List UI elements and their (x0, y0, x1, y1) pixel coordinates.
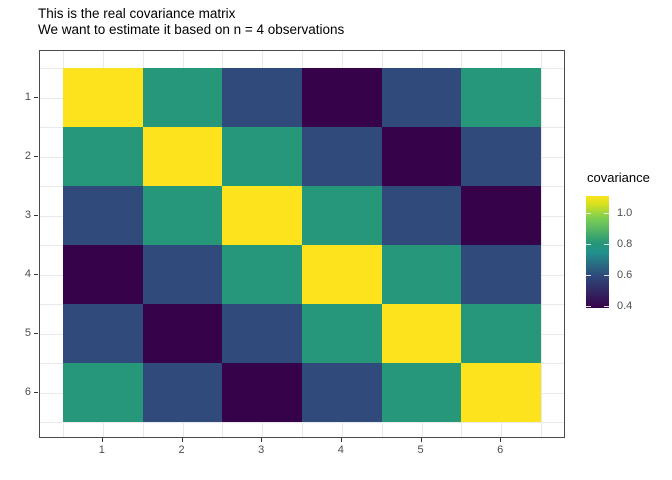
legend-tick-mark (586, 275, 591, 277)
x-axis-tick-mark (261, 438, 263, 442)
y-axis-tick-mark (34, 332, 38, 334)
y-axis-tick-label: 6 (24, 385, 31, 398)
plot-subtitle: We want to estimate it based on n = 4 ob… (38, 22, 345, 37)
heatmap-tile (222, 363, 302, 422)
y-axis-tick-label: 4 (24, 267, 31, 280)
heatmap-tile (461, 127, 541, 186)
legend-tick-label: 0.6 (617, 269, 633, 282)
legend-tick-mark (604, 244, 609, 246)
legend-colorbar (586, 196, 609, 308)
heatmap-tile (461, 68, 541, 127)
y-axis-tick-label: 2 (24, 149, 31, 162)
y-axis-tick-label: 3 (24, 208, 31, 221)
heatmap-tile (222, 304, 302, 363)
x-axis-tick-label: 3 (258, 444, 265, 456)
legend: covariance 1.0 0.8 0.6 0.4 (586, 170, 672, 320)
heatmap-tile (63, 363, 143, 422)
heatmap-tile (222, 127, 302, 186)
x-axis-tick-mark (420, 438, 422, 442)
gridline-horizontal (40, 422, 564, 423)
legend-tick-mark (604, 275, 609, 277)
heatmap-tile (301, 304, 382, 363)
x-axis-tick-mark (340, 438, 342, 442)
y-axis-tick-label: 1 (24, 90, 31, 103)
legend-tick-label: 0.8 (617, 238, 633, 251)
legend-tick-mark (586, 244, 591, 246)
heatmap-tile (301, 186, 382, 245)
heatmap-tile (142, 363, 223, 422)
heatmap-tile (461, 304, 541, 363)
legend-title: covariance (587, 170, 650, 185)
x-axis-tick-mark (101, 438, 103, 442)
heatmap-tile (381, 304, 462, 363)
heatmap-tile (301, 363, 382, 422)
heatmap-tile (222, 186, 302, 245)
plot-panel (39, 50, 565, 438)
legend-tick-mark (586, 213, 591, 215)
y-axis-tick-mark (34, 391, 38, 393)
heatmap-tile (142, 127, 223, 186)
legend-tick-label: 0.4 (617, 300, 633, 313)
legend-tick-mark (604, 306, 609, 308)
legend-tick-label: 1.0 (617, 207, 633, 220)
heatmap-tile (381, 127, 462, 186)
heatmap-tile (301, 68, 382, 127)
x-axis-tick-label: 1 (98, 444, 105, 456)
heatmap-tile (461, 186, 541, 245)
heatmap-tile (381, 68, 462, 127)
heatmap-tile (381, 245, 462, 304)
heatmap-tile (461, 363, 541, 422)
heatmap-tile (381, 186, 462, 245)
heatmap-tile (63, 127, 143, 186)
heatmap-tile (381, 363, 462, 422)
y-axis-tick-mark (34, 96, 38, 98)
heatmap-tile (142, 245, 223, 304)
heatmap-tiles (63, 68, 541, 422)
x-axis-tick-label: 4 (337, 444, 344, 456)
x-axis-tick-mark (181, 438, 183, 442)
gridline-vertical (541, 51, 542, 437)
heatmap-tile (63, 304, 143, 363)
legend-tick-mark (586, 306, 591, 308)
heatmap-tile (222, 245, 302, 304)
x-axis-tick-label: 5 (417, 444, 424, 456)
legend-tick-mark (604, 213, 609, 215)
x-axis-tick-label: 2 (178, 444, 185, 456)
heatmap-tile (63, 245, 143, 304)
y-axis-tick-label: 5 (24, 326, 31, 339)
heatmap-tile (222, 68, 302, 127)
x-axis-tick-mark (500, 438, 502, 442)
heatmap-tile (301, 245, 382, 304)
heatmap-tile (63, 186, 143, 245)
heatmap-tile (63, 68, 143, 127)
x-axis-tick-label: 6 (497, 444, 504, 456)
heatmap-tile (301, 127, 382, 186)
y-axis-tick-mark (34, 273, 38, 275)
plot-title: This is the real covariance matrix (38, 6, 236, 21)
heatmap-tile (142, 68, 223, 127)
heatmap-tile (461, 245, 541, 304)
heatmap-tile (142, 304, 223, 363)
y-axis-tick-mark (34, 214, 38, 216)
heatmap-tile (142, 186, 223, 245)
y-axis-tick-mark (34, 155, 38, 157)
